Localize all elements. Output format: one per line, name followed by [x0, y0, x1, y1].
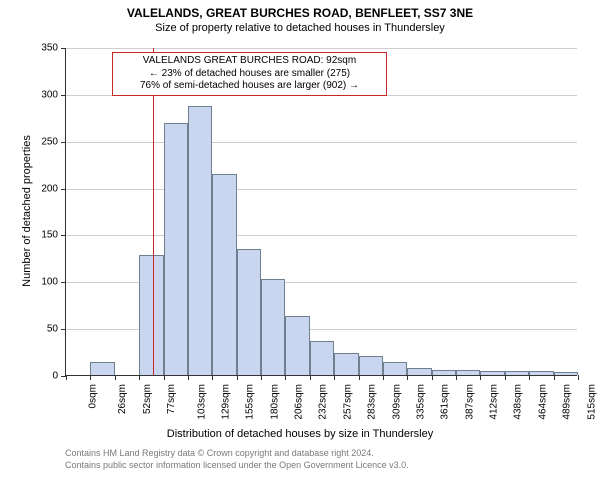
xtick-label: 52sqm	[142, 384, 153, 414]
xtick-label: 464sqm	[537, 384, 548, 420]
xtick-label: 438sqm	[513, 384, 524, 420]
reference-annotation: VALELANDS GREAT BURCHES ROAD: 92sqm ← 23…	[112, 52, 387, 96]
histogram-bar	[432, 370, 456, 375]
histogram-bar	[456, 370, 480, 375]
ytick-label: 200	[18, 183, 58, 194]
histogram-bar	[383, 362, 407, 375]
footer-line-1: Contains HM Land Registry data © Crown c…	[65, 448, 409, 460]
ytick-label: 350	[18, 43, 58, 54]
chart-container: { "chart": { "type": "histogram", "title…	[0, 0, 600, 500]
xtick-label: 335sqm	[416, 384, 427, 420]
ytick-label: 50	[18, 324, 58, 335]
histogram-bar	[359, 356, 383, 375]
annotation-line-3: 76% of semi-detached houses are larger (…	[117, 80, 382, 93]
plot-area	[65, 48, 577, 376]
chart-subtitle: Size of property relative to detached ho…	[0, 22, 600, 34]
xtick-label: 0sqm	[87, 384, 98, 408]
histogram-bar	[480, 371, 504, 375]
xtick-label: 387sqm	[464, 384, 475, 420]
xtick-label: 129sqm	[220, 384, 231, 420]
ytick-label: 250	[18, 136, 58, 147]
xtick-label: 155sqm	[245, 384, 256, 420]
histogram-bar	[212, 174, 236, 375]
xtick-label: 412sqm	[489, 384, 500, 420]
histogram-bar	[310, 341, 334, 375]
footer-attribution: Contains HM Land Registry data © Crown c…	[65, 448, 409, 471]
histogram-bar	[164, 123, 188, 375]
xtick-label: 103sqm	[196, 384, 207, 420]
xtick-label: 257sqm	[342, 384, 353, 420]
gridline-h	[66, 235, 577, 236]
xtick-label: 26sqm	[117, 384, 128, 414]
chart-title: VALELANDS, GREAT BURCHES ROAD, BENFLEET,…	[0, 6, 600, 20]
histogram-bar	[529, 371, 553, 375]
xtick-label: 206sqm	[294, 384, 305, 420]
x-axis-label: Distribution of detached houses by size …	[0, 428, 600, 440]
xtick-label: 489sqm	[562, 384, 573, 420]
histogram-bar	[90, 362, 114, 375]
xtick-label: 180sqm	[269, 384, 280, 420]
histogram-bar	[139, 255, 163, 375]
histogram-bar	[188, 106, 212, 375]
ytick-label: 0	[18, 371, 58, 382]
gridline-h	[66, 142, 577, 143]
histogram-bar	[261, 279, 285, 375]
ytick-label: 300	[18, 89, 58, 100]
histogram-bar	[237, 249, 261, 376]
gridline-h	[66, 48, 577, 49]
histogram-bar	[334, 353, 358, 375]
xtick-label: 515sqm	[586, 384, 597, 420]
annotation-line-2: ← 23% of detached houses are smaller (27…	[117, 68, 382, 81]
xtick-label: 309sqm	[391, 384, 402, 420]
histogram-bar	[505, 371, 529, 375]
xtick-label: 361sqm	[440, 384, 451, 420]
histogram-bar	[554, 372, 578, 375]
histogram-bar	[285, 316, 309, 375]
ytick-label: 150	[18, 230, 58, 241]
xtick-label: 283sqm	[367, 384, 378, 420]
ytick-label: 100	[18, 277, 58, 288]
reference-line	[153, 48, 154, 375]
footer-line-2: Contains public sector information licen…	[65, 460, 409, 472]
xtick-label: 232sqm	[318, 384, 329, 420]
annotation-line-1: VALELANDS GREAT BURCHES ROAD: 92sqm	[117, 55, 382, 68]
histogram-bar	[407, 368, 431, 375]
gridline-h	[66, 189, 577, 190]
xtick-label: 77sqm	[166, 384, 177, 414]
